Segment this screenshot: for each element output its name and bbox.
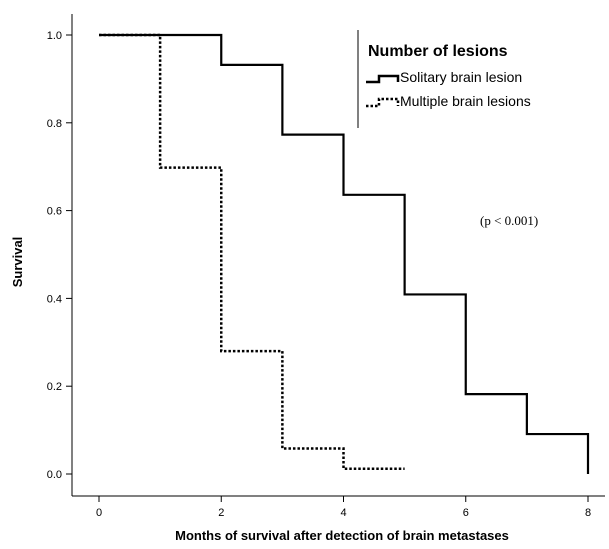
legend-label-solitary: Solitary brain lesion [400, 69, 522, 85]
y-tick-label: 0.0 [47, 469, 62, 481]
y-tick-label: 1.0 [47, 30, 62, 42]
y-axis-label: Survival [10, 237, 25, 288]
ticks: 0.0 0.2 0.4 0.6 0.8 1.0 0 2 4 6 8 [47, 30, 591, 519]
x-tick-label: 8 [585, 507, 591, 519]
x-tick-label: 6 [463, 507, 469, 519]
x-tick-label: 2 [218, 507, 224, 519]
series-lines [99, 33, 590, 474]
y-tick-label: 0.8 [47, 118, 62, 130]
y-tick-label: 0.6 [47, 206, 62, 218]
legend-title: Number of lesions [368, 43, 508, 60]
p-value-annotation: (p < 0.001) [480, 213, 538, 228]
legend: Number of lesions Solitary brain lesion … [357, 30, 531, 128]
x-tick-label: 0 [96, 507, 102, 519]
series-line-multiple [99, 33, 405, 470]
axes [71, 14, 605, 497]
x-tick-label: 4 [340, 507, 346, 519]
legend-label-multiple: Multiple brain lesions [400, 93, 531, 109]
legend-swatch-multiple [366, 97, 400, 108]
y-tick-label: 0.2 [47, 381, 62, 393]
legend-swatch-solitary [366, 74, 400, 84]
y-tick-label: 0.4 [47, 293, 62, 305]
series-line-solitary [99, 33, 590, 474]
x-axis-label: Months of survival after detection of br… [175, 528, 509, 543]
